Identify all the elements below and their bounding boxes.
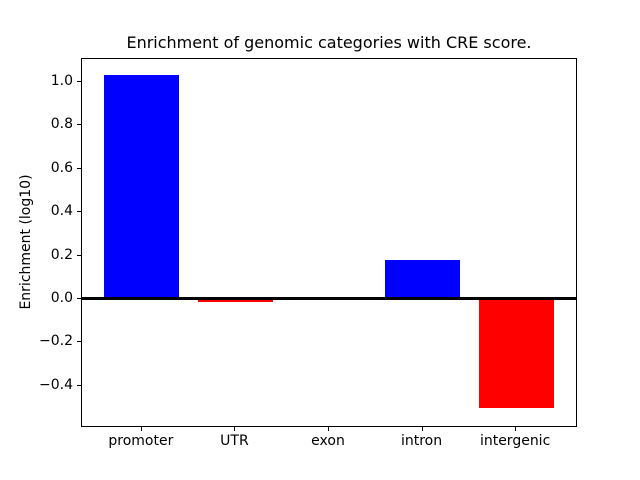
x-tick-mark (234, 427, 236, 431)
y-tick-label: 0.2 (50, 246, 73, 263)
x-tick-label-promoter: promoter (108, 433, 174, 449)
x-tick-mark (421, 427, 423, 431)
y-tick-label: −0.4 (39, 376, 73, 393)
chart-title: Enrichment of genomic categories with CR… (126, 33, 532, 52)
x-tick-mark (515, 427, 517, 431)
y-tick-label: 0.0 (50, 289, 73, 306)
y-tick-mark (77, 124, 81, 126)
y-tick-label: 0.8 (50, 116, 73, 133)
y-tick-label: 0.4 (50, 203, 73, 220)
y-tick-mark (77, 167, 81, 169)
plot-area (81, 58, 577, 427)
bar-intron (385, 259, 460, 299)
bar-UTR (198, 298, 273, 303)
x-tick-label-exon: exon (311, 433, 345, 449)
x-tick-label-intron: intron (400, 433, 443, 449)
y-tick-mark (77, 297, 81, 299)
bar-promoter (104, 75, 180, 299)
y-tick-mark (77, 211, 81, 213)
y-tick-mark (77, 384, 81, 386)
y-tick-label: 1.0 (50, 72, 73, 89)
x-tick-label-intergenic: intergenic (479, 433, 551, 449)
bar-intergenic (478, 298, 554, 408)
zero-baseline (82, 297, 576, 301)
y-tick-mark (77, 80, 81, 82)
y-tick-label: 0.6 (50, 159, 73, 176)
x-tick-mark (328, 427, 329, 431)
y-tick-mark (77, 341, 81, 343)
x-tick-mark (140, 427, 142, 431)
y-tick-label: −0.2 (39, 333, 73, 350)
y-axis-label: Enrichment (log10) (18, 174, 34, 310)
x-tick-label-UTR: UTR (220, 433, 249, 449)
y-tick-mark (77, 254, 81, 256)
